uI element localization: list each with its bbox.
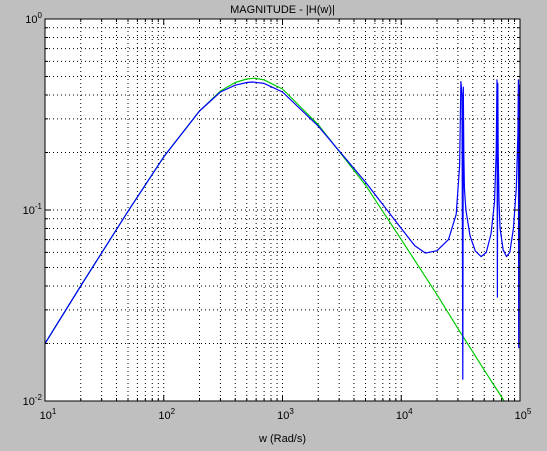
y-tick-label: 100 (25, 11, 42, 26)
series-line-1 (45, 79, 520, 380)
plot-area (45, 19, 520, 401)
x-tick-label: 104 (396, 407, 413, 422)
y-tick-label: 10-1 (23, 202, 43, 217)
y-tick-label: 10-2 (23, 393, 43, 408)
tick-labels: 101 102 103 104 105 10-2 10-1 100 (23, 11, 532, 422)
x-tick-label: 105 (515, 407, 532, 422)
x-tick-label: 101 (40, 407, 57, 422)
series-layer (45, 77, 520, 401)
x-tick-label: 102 (158, 407, 175, 422)
x-tick-label: 103 (277, 407, 294, 422)
x-axis-label: w (Rad/s) (258, 433, 306, 445)
axis-ticks (44, 19, 520, 402)
chart-title: MAGNITUDE - |H(w)| (230, 4, 335, 16)
